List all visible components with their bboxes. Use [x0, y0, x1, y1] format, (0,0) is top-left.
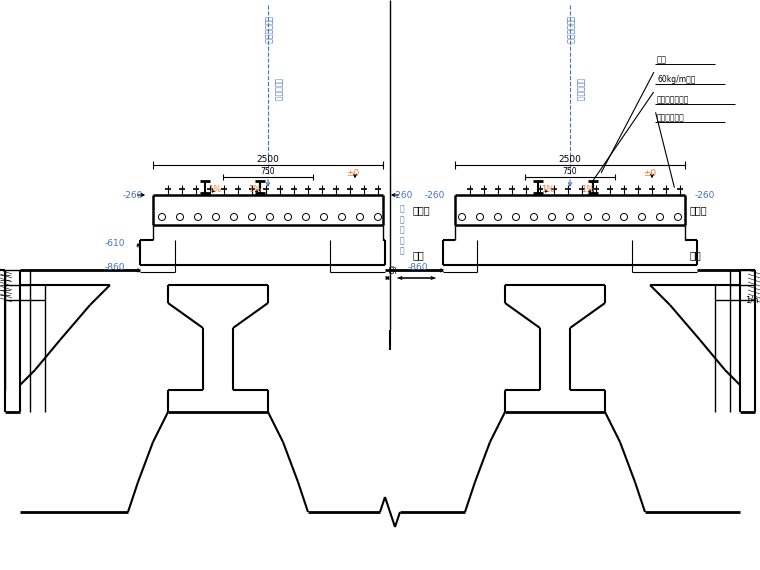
Text: 750: 750 — [261, 166, 275, 176]
Text: 2500: 2500 — [257, 154, 280, 164]
Text: ±0: ±0 — [644, 169, 657, 177]
Text: -260: -260 — [393, 190, 413, 200]
Text: 1%: 1% — [581, 185, 594, 193]
Text: 1%: 1% — [541, 185, 555, 193]
Text: 道床板: 道床板 — [690, 205, 708, 215]
Text: -260: -260 — [123, 190, 143, 200]
Text: 线路中心线: 线路中心线 — [575, 79, 584, 101]
Text: -610: -610 — [104, 238, 125, 247]
Text: 底座: 底座 — [413, 250, 425, 260]
Text: 65: 65 — [385, 265, 394, 275]
Text: 无砟道床轨道: 无砟道床轨道 — [657, 113, 685, 123]
Text: -860: -860 — [104, 263, 125, 272]
Text: 道床板: 道床板 — [413, 205, 431, 215]
Text: 桥
梁
中
心
线: 桥 梁 中 心 线 — [400, 205, 404, 255]
Text: -260: -260 — [425, 190, 445, 200]
Text: -260: -260 — [695, 190, 715, 200]
Text: 1%: 1% — [249, 185, 261, 193]
Text: 线路中心桩号: 线路中心桩号 — [565, 16, 575, 44]
Text: 2500: 2500 — [559, 154, 581, 164]
Text: 60kg/m钢轨: 60kg/m钢轨 — [657, 75, 695, 84]
Text: 750: 750 — [562, 166, 578, 176]
Text: 底座: 底座 — [690, 250, 701, 260]
Text: 弹性分开式扣件: 弹性分开式扣件 — [657, 96, 689, 104]
Text: 1/n: 1/n — [745, 295, 758, 304]
Text: 桩基: 桩基 — [657, 55, 667, 64]
Text: 线路中心线: 线路中心线 — [274, 79, 283, 101]
Text: 线路中心桩号: 线路中心桩号 — [264, 16, 273, 44]
Text: 1%: 1% — [208, 185, 222, 193]
Text: -860: -860 — [407, 263, 428, 272]
Text: ±0: ±0 — [347, 169, 359, 177]
